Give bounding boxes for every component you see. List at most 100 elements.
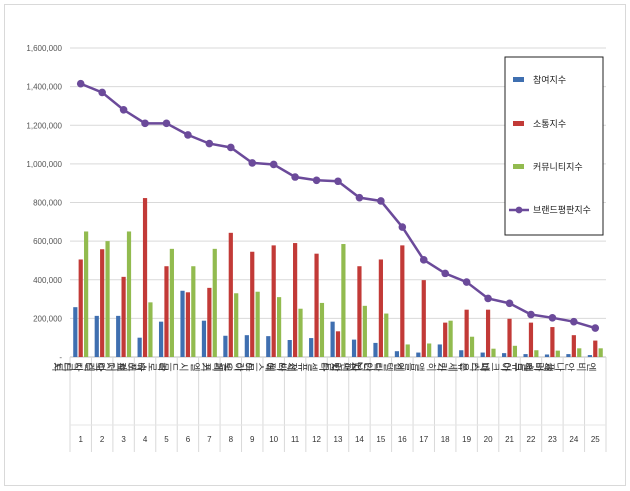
bar-3 [384,313,389,357]
bar-2 [528,322,534,357]
bar-1 [587,355,592,357]
legend-label: 참여지수 [533,74,566,86]
line-point [227,143,235,152]
bar-3 [427,343,432,357]
bar-1 [502,353,507,357]
bar-3 [405,344,410,357]
bar-3 [234,293,239,357]
rank-label: 13 [334,435,343,444]
bar-1 [158,321,164,357]
bar-1 [523,354,528,357]
bar-2 [593,340,598,357]
line-point [570,317,578,326]
line-point [98,88,106,97]
category-label: 에스트라 [234,360,275,372]
bar-1 [116,315,121,357]
bar-1 [330,321,335,357]
bar-2 [507,318,512,357]
bar-2 [271,245,276,357]
line-point [248,159,257,167]
line-point [355,193,364,202]
rank-label: 1 [78,435,83,444]
category-label: 셀퓨전씨 [278,360,318,372]
category-label: 세바메드 [513,360,553,372]
bar-1 [566,354,571,357]
bar-1 [223,335,228,357]
bar-3 [362,305,367,357]
line-point [312,176,321,185]
line-point [591,324,600,332]
bar-1 [373,342,378,357]
line-point [269,160,278,169]
rank-label: 21 [505,435,514,444]
rank-label: 25 [591,435,600,444]
category-label: 아크네스 [471,360,511,372]
bar-1 [480,352,485,357]
bar-3 [126,231,132,357]
category-label: 파티온 [459,360,489,372]
category-label: 빌리프 [202,360,232,372]
bar-1 [266,336,271,357]
rank-label: 8 [229,435,234,444]
rank-label: 20 [484,435,493,444]
bar-1 [137,337,142,357]
line-point [462,278,471,286]
line-point [548,313,557,322]
bar-1 [201,320,207,357]
bar-3 [598,348,603,357]
bar-3 [512,345,518,357]
category-label: 차앤박 [330,360,360,372]
category-label: 엔비 [575,360,596,372]
bar-2 [293,243,298,357]
bar-2 [121,276,126,357]
legend-box [504,56,604,236]
category-label: 시타 [318,360,339,372]
bar-3 [555,350,560,357]
rank-label: 9 [250,435,255,444]
category-label: 센텔리안24 [351,360,404,372]
bar-3 [469,336,475,357]
bar-1 [180,290,185,357]
bar-2 [464,309,469,357]
line-point [162,119,171,128]
line-point [441,269,450,278]
bar-2 [142,198,148,357]
category-label: 시드물 [159,360,189,372]
rank-label: 18 [441,435,450,444]
category-label: 키엘 [190,360,210,372]
category-label: 닥터자르트 [53,360,103,372]
rank-label: 11 [291,435,300,444]
bar-2 [571,335,576,357]
y-tick-label: 1,400,000 [26,83,62,92]
bar-2 [378,259,383,357]
bar-3 [212,248,217,357]
rank-label: 6 [186,435,191,444]
legend-swatch-marker [515,206,523,214]
legend-swatch-1 [513,77,524,82]
rank-label: 10 [269,435,278,444]
bar-1 [416,352,421,357]
line-point [484,294,492,303]
bar-3 [319,302,325,357]
legend-label: 소통지수 [533,119,566,130]
bar-2 [400,245,405,357]
bar-1 [94,315,99,357]
bar-3 [84,231,89,357]
bar-1 [351,339,357,357]
bar-2 [250,251,255,357]
y-tick-label: 600,000 [33,237,62,246]
legend-label: 커뮤니티지수 [533,162,583,173]
line-point [76,79,85,88]
line-point [119,106,128,114]
y-tick-label: 800,000 [33,199,62,208]
bar-3 [191,266,196,357]
bar-3 [534,350,539,357]
category-label: 가히 [425,360,446,372]
bar-2 [228,232,233,357]
legend-swatch-3 [513,164,524,169]
y-tick-label: 1,600,000 [26,44,62,53]
rank-label: 4 [143,435,148,444]
bar-2 [314,253,319,357]
line-point [398,223,407,231]
category-label: 닥터지 [51,360,82,372]
